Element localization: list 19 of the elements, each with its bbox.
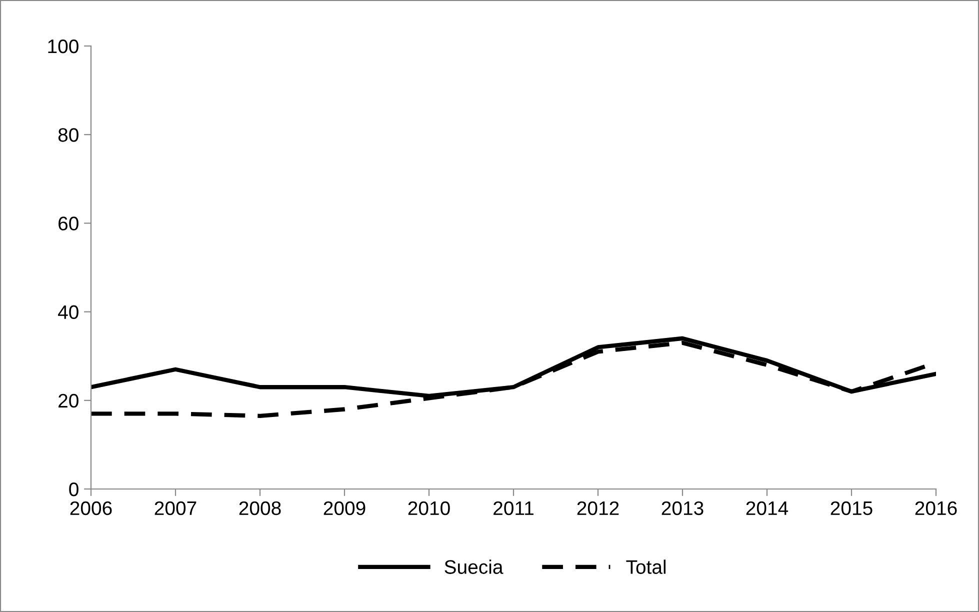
x-tick-label: 2011 (494, 501, 534, 516)
y-tick-label: 0 (69, 482, 78, 496)
x-tick-label: 2009 (324, 501, 366, 516)
x-tick-label: 2008 (239, 501, 281, 516)
x-tick-label: 2016 (915, 501, 957, 516)
x-tick-label: 2013 (662, 501, 704, 516)
x-tick-label: 2012 (577, 501, 619, 516)
x-tick-label: 2006 (70, 501, 112, 516)
x-tick-label: 2015 (830, 501, 872, 516)
y-tick-label: 60 (58, 216, 78, 230)
y-tick-label: 80 (58, 128, 78, 142)
x-tick-label: 2010 (408, 501, 450, 516)
y-tick-label: 100 (48, 39, 78, 54)
y-tick-label: 40 (58, 305, 78, 320)
x-tick-label: 2007 (154, 501, 196, 516)
y-tick-label: 20 (58, 394, 78, 408)
x-tick-label: 2014 (746, 501, 788, 516)
legend-label: Suecia (444, 560, 504, 574)
legend-label: Total (626, 560, 666, 574)
